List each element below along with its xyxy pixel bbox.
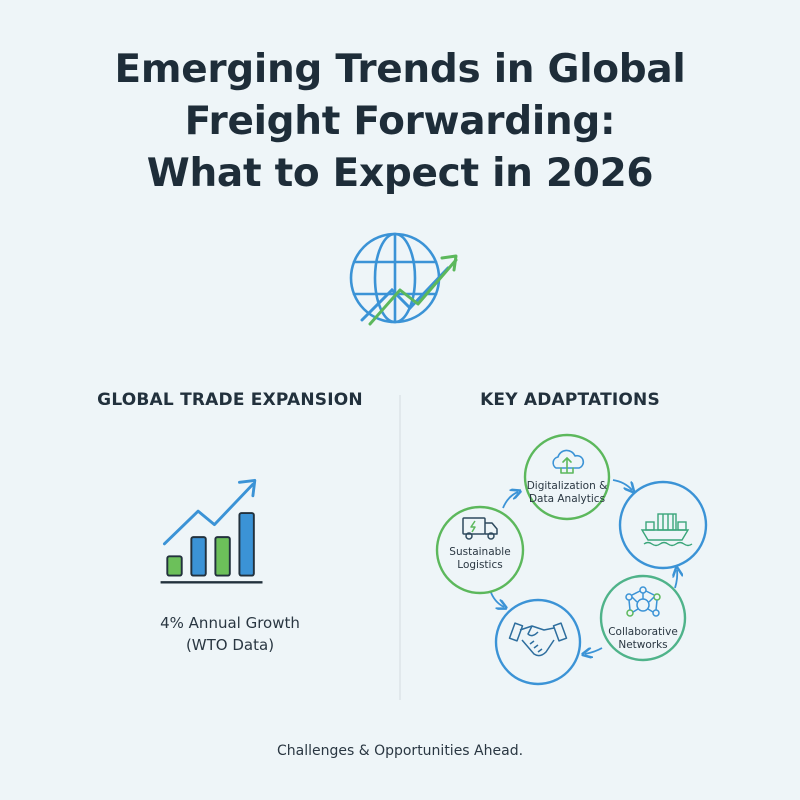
title-line-3: What to Expect in 2026	[146, 151, 654, 196]
stat-line-1: 4% Annual Growth	[160, 614, 300, 632]
handshake-icon	[508, 622, 568, 657]
node-label-digitalization: Digitalization & Data Analytics	[526, 480, 608, 505]
cloud-upload-icon	[552, 449, 585, 474]
node-partnership	[494, 598, 582, 686]
page-title: Emerging Trends in Global Freight Forwar…	[0, 44, 800, 200]
globe-with-growth-arrow-icon	[349, 232, 458, 326]
network-nodes-icon	[625, 586, 661, 617]
footer-text: Challenges & Opportunities Ahead.	[276, 743, 524, 759]
global-trade-heading: GLOBAL TRADE EXPANSION	[97, 390, 363, 410]
node-collaborative	[599, 574, 687, 662]
electric-truck-icon	[462, 517, 498, 540]
title-line-1: Emerging Trends in Global	[114, 47, 686, 92]
node-label-sustainable: Sustainable Logistics	[449, 546, 511, 571]
node-digitalization	[523, 433, 611, 521]
title-line-2: Freight Forwarding:	[184, 99, 616, 144]
node-sustainable	[435, 505, 525, 595]
container-ship-icon	[640, 513, 693, 547]
section-divider	[399, 395, 401, 700]
rising-bar-chart-icon	[160, 478, 263, 584]
stat-line-2: (WTO Data)	[185, 636, 275, 654]
key-adaptations-heading: KEY ADAPTATIONS	[480, 390, 660, 410]
adaptations-cycle-diagram	[435, 433, 708, 686]
node-label-collaborative: Collaborative Networks	[608, 626, 678, 651]
annual-growth-stat: 4% Annual Growth (WTO Data)	[80, 612, 380, 656]
